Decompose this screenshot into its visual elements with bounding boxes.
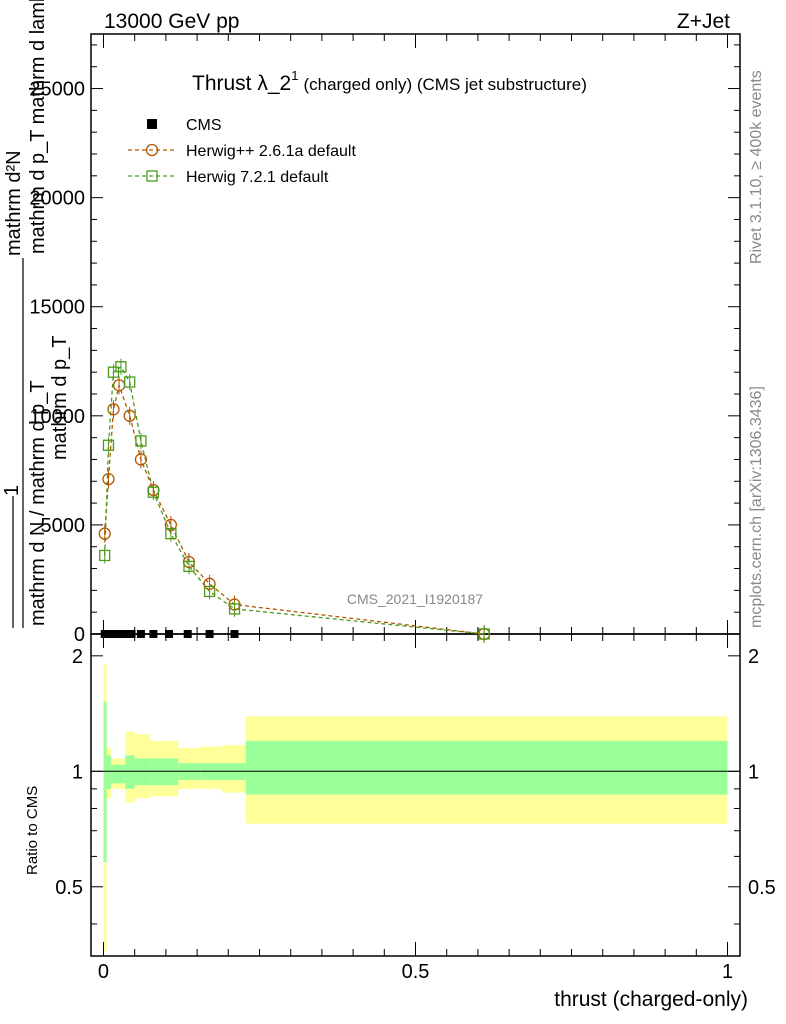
legend-herwigpp-label: Herwig++ 2.6.1a default: [186, 143, 356, 160]
legend-herwigpp-marker: [145, 143, 159, 157]
cms-point: [183, 630, 192, 638]
main-tick-labels: 0 5000 10000 15000 20000 25000: [29, 79, 85, 646]
herwigpp-point: [107, 403, 120, 416]
ratio-ticks: [91, 634, 740, 956]
cms-point: [136, 630, 145, 638]
main-ytick-label: 20000: [29, 188, 85, 210]
herwigpp-point: [98, 527, 111, 540]
ratio-ytick-label-right: 2: [748, 646, 759, 668]
analysis-label: CMS_2021_I1920187: [347, 591, 483, 607]
cms-point: [115, 630, 124, 638]
ratio-band-inner-1: [106, 755, 111, 789]
cms-point: [149, 630, 158, 638]
legend-herwig7-marker: [146, 170, 158, 182]
herwigpp-point: [102, 472, 115, 486]
ylabel-numerator-2: mathrm d p_T mathrm d lambda: [27, 0, 49, 254]
ratio-band-inner-3: [125, 755, 135, 789]
mcplots-label: mcplots.cern.ch [arXiv:1306.3436]: [748, 386, 765, 628]
herwig7-point: [124, 376, 136, 388]
legend-cms-marker: [147, 119, 157, 129]
herwig7-point: [478, 628, 490, 640]
x-tick-label: 0.5: [402, 961, 430, 983]
legend-herwig7-label: Herwig 7.2.1 default: [186, 169, 329, 186]
herwigpp-line: [104, 382, 485, 635]
cms-point: [165, 630, 174, 638]
herwig7-point: [203, 585, 216, 598]
ratio-bands: [103, 664, 728, 952]
ratio-ytick-label-right: 1: [748, 761, 759, 783]
cms-point: [104, 630, 113, 638]
main-ytick-label: 25000: [29, 79, 85, 101]
plot-title-suffix: (charged only) (CMS jet substructure): [303, 75, 586, 94]
herwig7-line: [104, 365, 485, 635]
cms-point: [108, 630, 117, 638]
plot-title-main: Thrust λ_2: [192, 72, 291, 95]
herwig7-point: [115, 361, 127, 373]
main-ytick-label: 0: [74, 624, 85, 646]
x-tick-label: 1: [722, 961, 733, 983]
process-label: Z+Jet: [677, 10, 730, 33]
ratio-band-inner-5: [150, 758, 179, 786]
ratio-tick-labels: 0.5 0.5 1 1 2 2 0 0.5 1: [55, 646, 776, 983]
plot-series: [98, 358, 491, 643]
cms-point: [127, 630, 136, 638]
herwig7-point: [228, 603, 241, 615]
ratio-y-label: Ratio to CMS: [24, 786, 41, 875]
main-ytick-label: 15000: [29, 297, 85, 319]
ratio-band-inner-0: [103, 701, 107, 863]
legend: CMS Herwig++ 2.6.1a default Herwig 7.2.1…: [128, 117, 356, 186]
ratio-band-inner-4: [134, 758, 151, 786]
ylabel-denominator: mathrm d N / mathrm d p_T: [27, 380, 49, 626]
plot-title: Thrust λ_21 (charged only) (CMS jet subst…: [192, 68, 587, 95]
herwig7-point: [102, 439, 115, 451]
ratio-ytick-label-right: 0.5: [748, 877, 776, 899]
cms-point: [205, 630, 214, 638]
herwig7-point: [165, 527, 177, 540]
herwig7-point: [147, 486, 160, 498]
ratio-band-inner-9: [245, 740, 728, 795]
cms-point: [121, 630, 130, 638]
herwig7-point: [135, 435, 147, 447]
ylabel-one: 1: [1, 485, 23, 496]
ylabel-numerator: mathrm d²N: [3, 150, 25, 256]
main-y-ticks: [91, 44, 740, 635]
energy-label: 13000 GeV pp: [104, 10, 239, 33]
x-tick-label: 0: [98, 961, 109, 983]
ratio-ytick-label-left: 2: [72, 646, 83, 668]
herwigpp-point: [134, 453, 148, 466]
ratio-band-inner-2: [110, 764, 126, 784]
cms-point: [230, 630, 239, 638]
rivet-label: Rivet 3.1.10, ≥ 400k events: [748, 70, 765, 264]
main-ytick-label: 10000: [29, 406, 85, 428]
legend-cms-label: CMS: [186, 117, 222, 134]
x-axis-label: thrust (charged-only): [554, 988, 748, 1011]
herwig7-point: [99, 549, 111, 562]
main-ytick-label: 5000: [41, 515, 86, 537]
plot-title-sup: 1: [291, 68, 298, 83]
ratio-ytick-label-left: 0.5: [55, 877, 83, 899]
herwig7-point: [183, 560, 195, 573]
ratio-ytick-label-left: 1: [72, 761, 83, 783]
herwigpp-point: [123, 409, 136, 422]
ylabel-numerator-3: mathrm d p_T: [49, 336, 71, 460]
main-y-axis-label: mathrm d²N mathrm d p_T mathrm d lambda …: [1, 0, 71, 628]
